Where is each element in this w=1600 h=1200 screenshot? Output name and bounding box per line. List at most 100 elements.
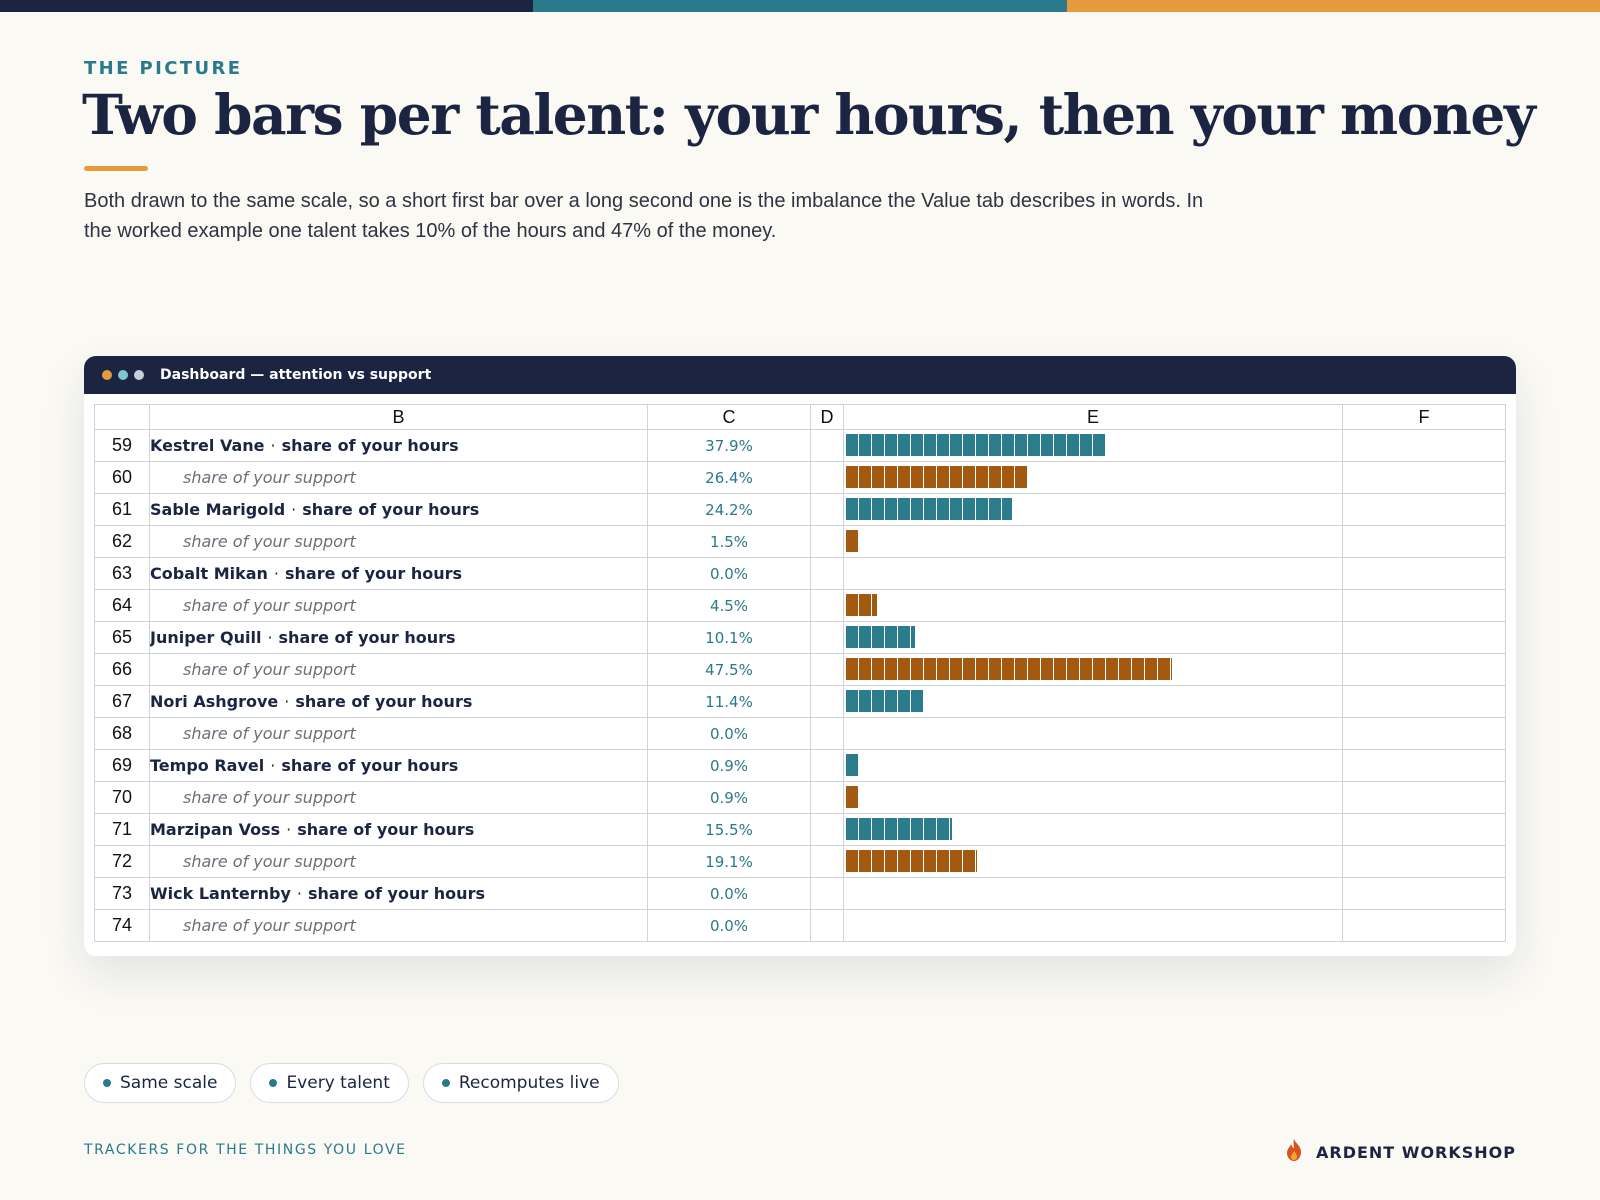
label-cell[interactable]: Kestrel Vane · share of your hours — [149, 429, 648, 462]
label-cell[interactable]: share of your support — [149, 717, 648, 750]
bar-cell[interactable] — [843, 685, 1343, 718]
column-header-b[interactable]: B — [149, 404, 648, 430]
row-number[interactable]: 71 — [94, 813, 150, 846]
empty-cell[interactable] — [1342, 525, 1506, 558]
value-cell[interactable]: 0.0% — [647, 877, 811, 910]
empty-cell[interactable] — [1342, 589, 1506, 622]
empty-cell[interactable] — [810, 429, 844, 462]
label-cell[interactable]: Juniper Quill · share of your hours — [149, 621, 648, 654]
empty-cell[interactable] — [810, 685, 844, 718]
row-number[interactable]: 69 — [94, 749, 150, 782]
row-number[interactable]: 66 — [94, 653, 150, 686]
empty-cell[interactable] — [810, 461, 844, 494]
row-number[interactable]: 68 — [94, 717, 150, 750]
bar-cell[interactable] — [843, 557, 1343, 590]
empty-cell[interactable] — [1342, 493, 1506, 526]
value-cell[interactable]: 4.5% — [647, 589, 811, 622]
empty-cell[interactable] — [810, 525, 844, 558]
row-number[interactable]: 62 — [94, 525, 150, 558]
empty-cell[interactable] — [810, 653, 844, 686]
bar-cell[interactable] — [843, 749, 1343, 782]
empty-cell[interactable] — [810, 749, 844, 782]
empty-cell[interactable] — [1342, 845, 1506, 878]
bar-cell[interactable] — [843, 461, 1343, 494]
value-cell[interactable]: 37.9% — [647, 429, 811, 462]
bar-cell[interactable] — [843, 877, 1343, 910]
row-number[interactable]: 65 — [94, 621, 150, 654]
row-number[interactable]: 60 — [94, 461, 150, 494]
row-number[interactable]: 73 — [94, 877, 150, 910]
column-header-f[interactable]: F — [1342, 404, 1506, 430]
label-cell[interactable]: Tempo Ravel · share of your hours — [149, 749, 648, 782]
value-cell[interactable]: 11.4% — [647, 685, 811, 718]
empty-cell[interactable] — [810, 717, 844, 750]
row-number[interactable]: 72 — [94, 845, 150, 878]
empty-cell[interactable] — [1342, 653, 1506, 686]
value-cell[interactable]: 0.9% — [647, 781, 811, 814]
value-cell[interactable]: 0.0% — [647, 717, 811, 750]
bar-cell[interactable] — [843, 525, 1343, 558]
label-cell[interactable]: share of your support — [149, 653, 648, 686]
bar-cell[interactable] — [843, 781, 1343, 814]
row-number[interactable]: 74 — [94, 909, 150, 942]
corner-cell[interactable] — [94, 404, 150, 430]
empty-cell[interactable] — [810, 589, 844, 622]
label-cell[interactable]: Cobalt Mikan · share of your hours — [149, 557, 648, 590]
label-cell[interactable]: Marzipan Voss · share of your hours — [149, 813, 648, 846]
row-number[interactable]: 59 — [94, 429, 150, 462]
value-cell[interactable]: 1.5% — [647, 525, 811, 558]
label-cell[interactable]: share of your support — [149, 461, 648, 494]
empty-cell[interactable] — [1342, 429, 1506, 462]
bar-cell[interactable] — [843, 909, 1343, 942]
value-cell[interactable]: 0.9% — [647, 749, 811, 782]
value-cell[interactable]: 0.0% — [647, 557, 811, 590]
value-cell[interactable]: 15.5% — [647, 813, 811, 846]
label-cell[interactable]: share of your support — [149, 525, 648, 558]
bar-cell[interactable] — [843, 845, 1343, 878]
value-cell[interactable]: 47.5% — [647, 653, 811, 686]
empty-cell[interactable] — [810, 845, 844, 878]
empty-cell[interactable] — [810, 621, 844, 654]
empty-cell[interactable] — [810, 493, 844, 526]
value-cell[interactable]: 0.0% — [647, 909, 811, 942]
column-header-d[interactable]: D — [810, 404, 844, 430]
value-cell[interactable]: 24.2% — [647, 493, 811, 526]
empty-cell[interactable] — [1342, 909, 1506, 942]
label-cell[interactable]: share of your support — [149, 845, 648, 878]
row-number[interactable]: 64 — [94, 589, 150, 622]
empty-cell[interactable] — [810, 877, 844, 910]
empty-cell[interactable] — [1342, 749, 1506, 782]
empty-cell[interactable] — [1342, 813, 1506, 846]
label-cell[interactable]: Nori Ashgrove · share of your hours — [149, 685, 648, 718]
bar-cell[interactable] — [843, 429, 1343, 462]
value-cell[interactable]: 10.1% — [647, 621, 811, 654]
bar-cell[interactable] — [843, 717, 1343, 750]
label-cell[interactable]: share of your support — [149, 909, 648, 942]
empty-cell[interactable] — [1342, 781, 1506, 814]
empty-cell[interactable] — [1342, 621, 1506, 654]
bar-cell[interactable] — [843, 621, 1343, 654]
empty-cell[interactable] — [810, 557, 844, 590]
empty-cell[interactable] — [810, 909, 844, 942]
value-cell[interactable]: 26.4% — [647, 461, 811, 494]
column-header-c[interactable]: C — [647, 404, 811, 430]
empty-cell[interactable] — [1342, 717, 1506, 750]
label-cell[interactable]: Wick Lanternby · share of your hours — [149, 877, 648, 910]
column-header-e[interactable]: E — [843, 404, 1343, 430]
row-number[interactable]: 63 — [94, 557, 150, 590]
label-cell[interactable]: Sable Marigold · share of your hours — [149, 493, 648, 526]
empty-cell[interactable] — [810, 781, 844, 814]
empty-cell[interactable] — [1342, 461, 1506, 494]
row-number[interactable]: 61 — [94, 493, 150, 526]
empty-cell[interactable] — [1342, 685, 1506, 718]
empty-cell[interactable] — [810, 813, 844, 846]
row-number[interactable]: 70 — [94, 781, 150, 814]
label-cell[interactable]: share of your support — [149, 781, 648, 814]
value-cell[interactable]: 19.1% — [647, 845, 811, 878]
row-number[interactable]: 67 — [94, 685, 150, 718]
bar-cell[interactable] — [843, 493, 1343, 526]
empty-cell[interactable] — [1342, 557, 1506, 590]
bar-cell[interactable] — [843, 653, 1343, 686]
empty-cell[interactable] — [1342, 877, 1506, 910]
bar-cell[interactable] — [843, 813, 1343, 846]
